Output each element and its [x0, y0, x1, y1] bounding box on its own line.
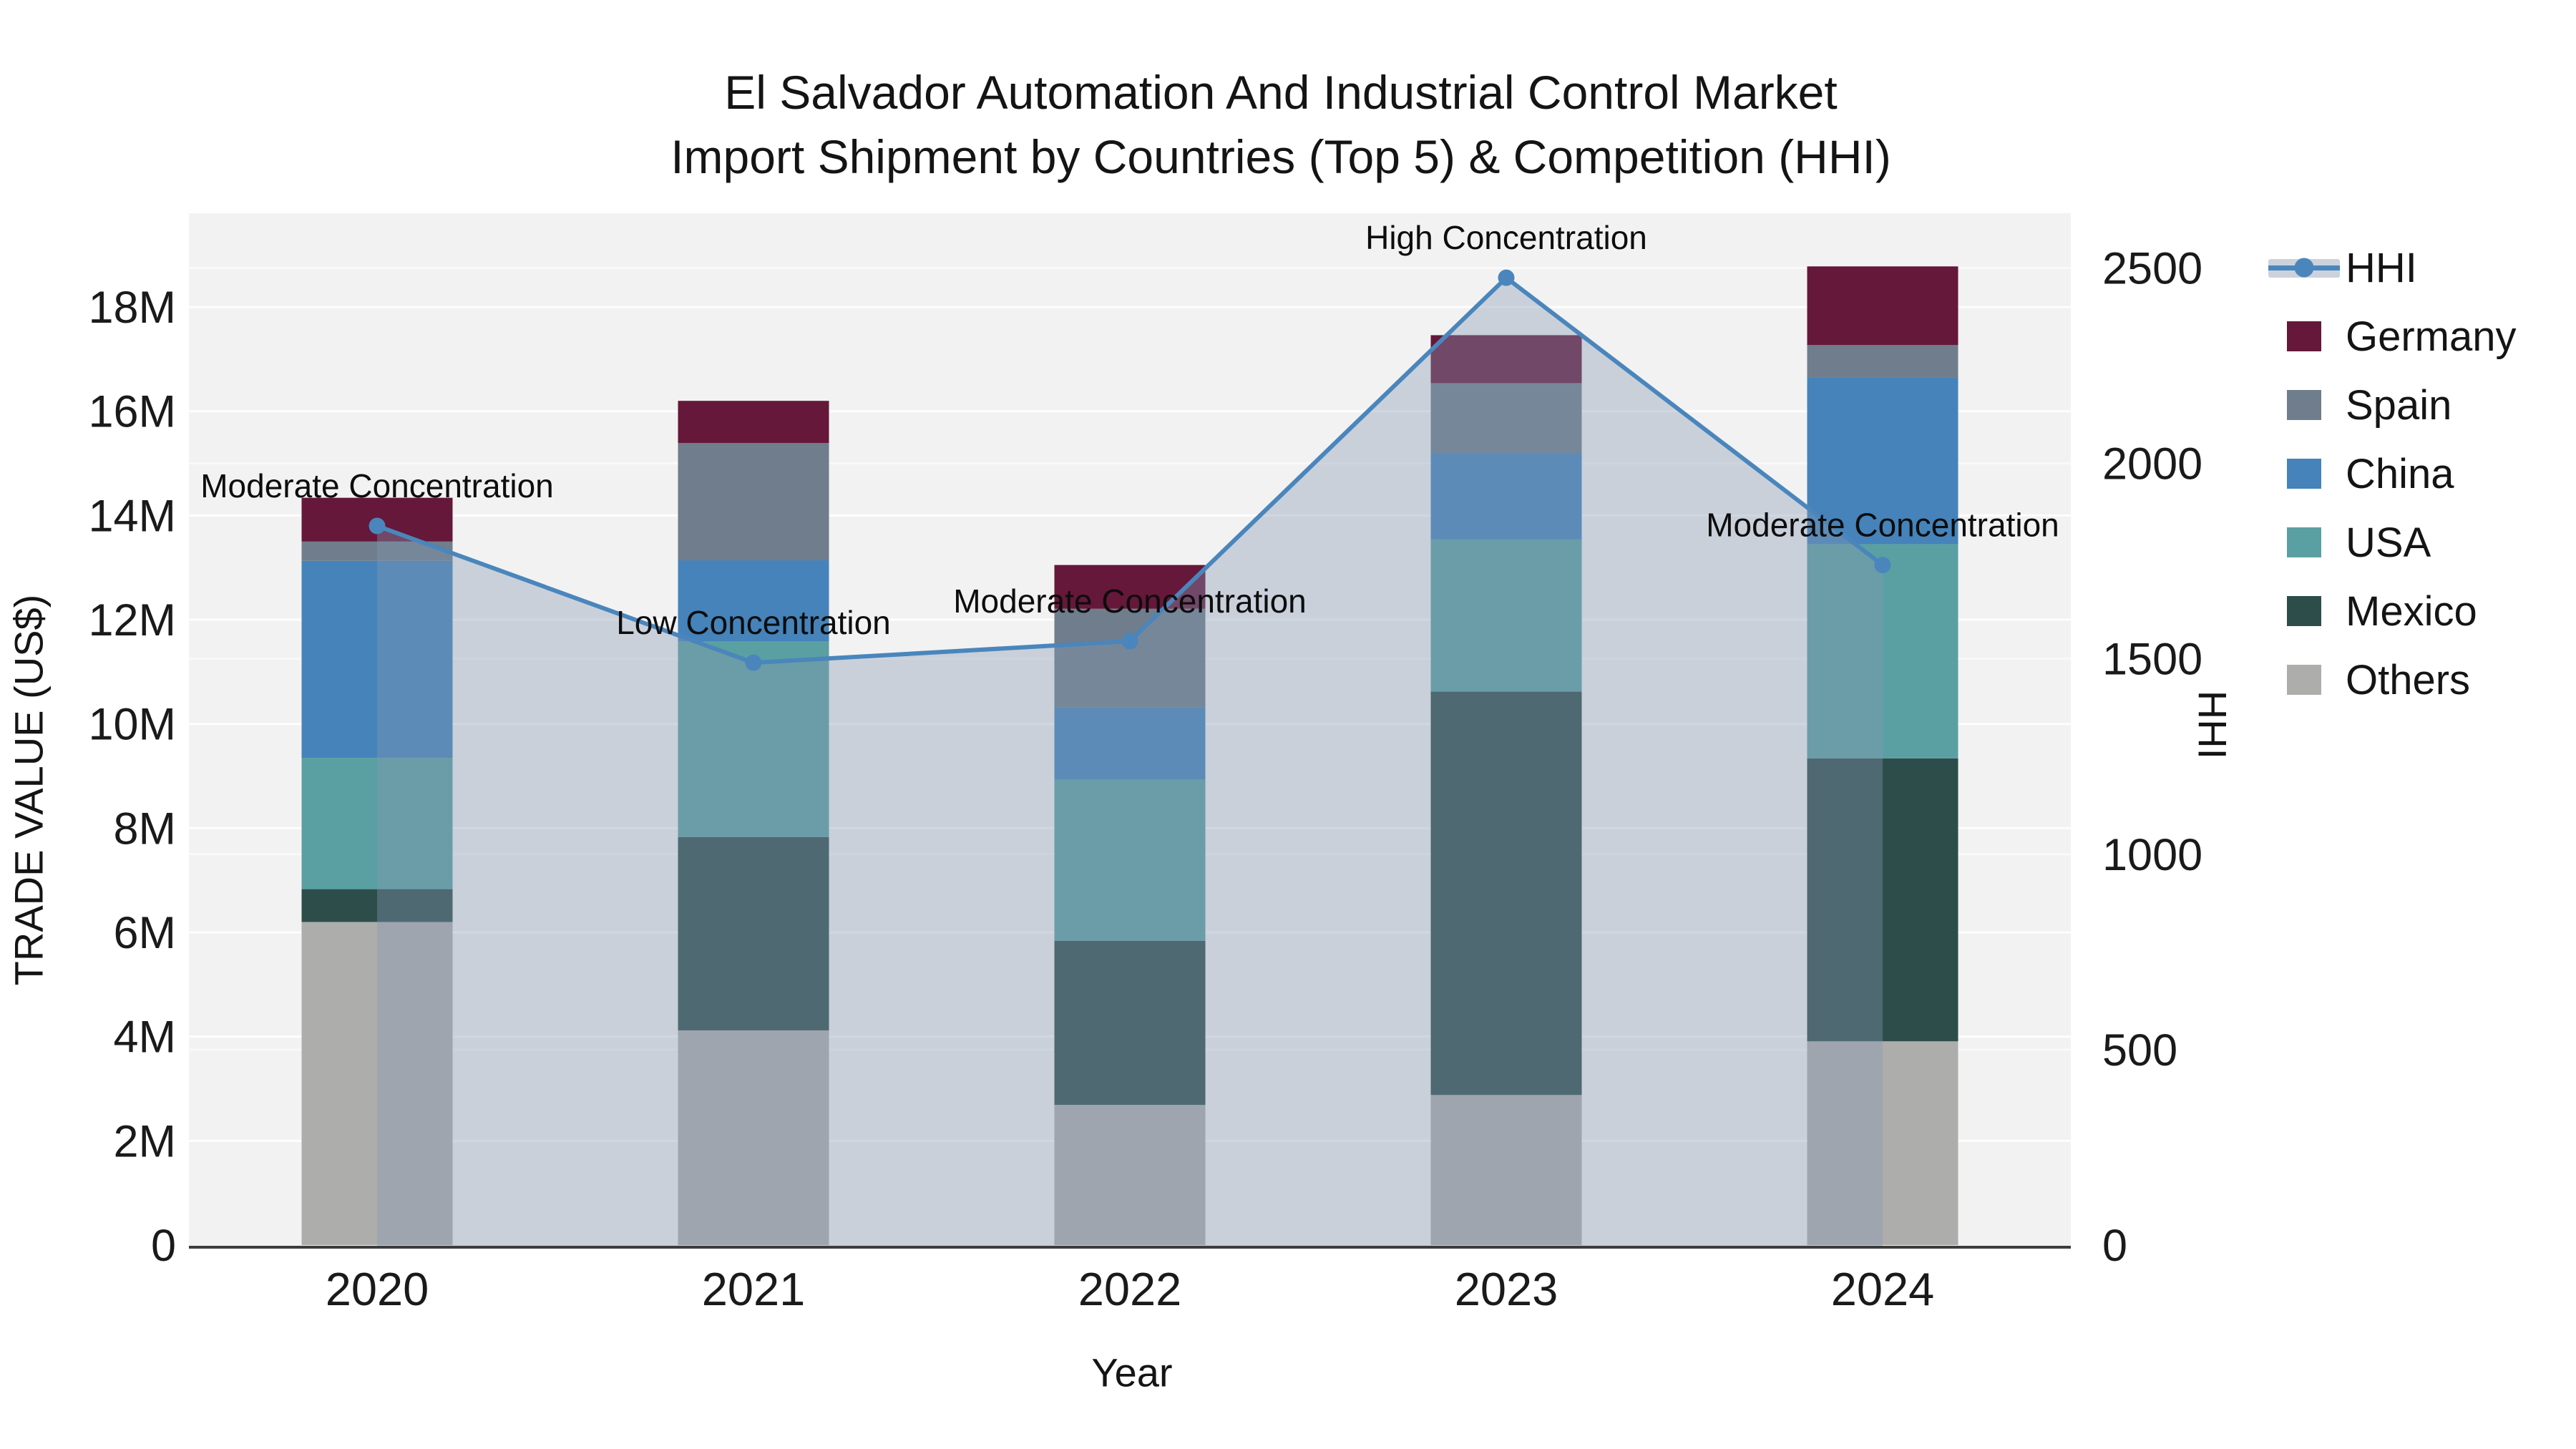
- hhi-marker-2024[interactable]: [1874, 557, 1891, 574]
- chart-title-line2: Import Shipment by Countries (Top 5) & C…: [670, 130, 1891, 183]
- y-tick-2M: 2M: [113, 1116, 176, 1166]
- annotation-2023: High Concentration: [1365, 219, 1647, 256]
- legend-item-others[interactable]: Others: [2267, 645, 2517, 714]
- color-swatch-icon: [2267, 459, 2341, 489]
- color-swatch-icon: [2267, 596, 2341, 626]
- y2-axis-title: HHI: [2190, 690, 2235, 760]
- bar-2024-germany[interactable]: [1807, 266, 1958, 346]
- bar-2020-usa[interactable]: [301, 758, 453, 889]
- chart-title-line1: El Salvador Automation And Industrial Co…: [724, 66, 1838, 119]
- bar-2023-others[interactable]: [1430, 1095, 1582, 1245]
- bar-2021-mexico[interactable]: [678, 836, 829, 1030]
- bar-2022-germany[interactable]: [1054, 565, 1206, 609]
- bar-2020-mexico[interactable]: [301, 889, 453, 922]
- hhi-area-fill: [377, 278, 1883, 1249]
- hhi-line-swatch-icon: [2267, 253, 2341, 282]
- bar-2023-germany[interactable]: [1430, 335, 1582, 384]
- legend-item-china[interactable]: China: [2267, 439, 2517, 508]
- x-tick-2020: 2020: [326, 1263, 429, 1315]
- bar-2023-spain[interactable]: [1430, 383, 1582, 454]
- y2-tick-500: 500: [2102, 1025, 2177, 1075]
- y-axis-title: TRADE VALUE (US$): [6, 594, 52, 986]
- bar-2022-mexico[interactable]: [1054, 940, 1206, 1106]
- legend-item-spain[interactable]: Spain: [2267, 371, 2517, 439]
- bar-2020-others[interactable]: [301, 922, 453, 1245]
- bar-2024-mexico[interactable]: [1807, 758, 1958, 1042]
- color-swatch-icon: [2267, 665, 2341, 695]
- bar-2021-spain[interactable]: [678, 443, 829, 561]
- y-tick-4M: 4M: [113, 1013, 176, 1063]
- y-tick-8M: 8M: [113, 804, 176, 854]
- bar-2021-germany[interactable]: [678, 401, 829, 444]
- bar-2024-spain[interactable]: [1807, 345, 1958, 378]
- bar-2022-usa[interactable]: [1054, 779, 1206, 941]
- color-swatch-icon: [2267, 390, 2341, 420]
- legend-label: Germany: [2346, 313, 2517, 360]
- bar-2024-china[interactable]: [1807, 377, 1958, 545]
- bar-2023-china[interactable]: [1430, 453, 1582, 540]
- bar-2024-usa[interactable]: [1807, 544, 1958, 758]
- y2-tick-1000: 1000: [2102, 830, 2202, 880]
- annotation-2020: Moderate Concentration: [200, 467, 554, 504]
- y-tick-6M: 6M: [113, 908, 176, 958]
- bar-2021-others[interactable]: [678, 1030, 829, 1245]
- y-tick-18M: 18M: [88, 283, 176, 333]
- hhi-marker-2021[interactable]: [745, 654, 762, 671]
- y-tick-10M: 10M: [88, 700, 176, 750]
- legend-label: HHI: [2346, 244, 2417, 291]
- x-tick-2023: 2023: [1455, 1263, 1558, 1315]
- legend: HHI Germany Spain China USA Mexico Others: [2267, 233, 2517, 714]
- hhi-marker-2023[interactable]: [1498, 269, 1515, 286]
- x-tick-2022: 2022: [1078, 1263, 1182, 1315]
- chart-title: El Salvador Automation And Industrial Co…: [670, 60, 1891, 189]
- annotation-2022: Moderate Concentration: [953, 582, 1307, 620]
- y2-tick-1500: 1500: [2102, 635, 2202, 685]
- bar-2020-china[interactable]: [301, 560, 453, 758]
- bar-2021-usa[interactable]: [678, 641, 829, 837]
- bar-2022-china[interactable]: [1054, 707, 1206, 780]
- y2-tick-2500: 2500: [2102, 243, 2202, 293]
- legend-label: USA: [2346, 519, 2431, 566]
- color-swatch-icon: [2267, 527, 2341, 557]
- legend-item-usa[interactable]: USA: [2267, 508, 2517, 577]
- bar-2022-others[interactable]: [1054, 1105, 1206, 1245]
- legend-label: China: [2346, 450, 2454, 497]
- hhi-marker-2022[interactable]: [1121, 633, 1138, 650]
- legend-label: Mexico: [2346, 587, 2477, 635]
- color-swatch-icon: [2267, 321, 2341, 351]
- x-tick-2024: 2024: [1831, 1263, 1935, 1315]
- legend-item-mexico[interactable]: Mexico: [2267, 577, 2517, 645]
- bar-2024-others[interactable]: [1807, 1041, 1958, 1245]
- y-tick-14M: 14M: [88, 491, 176, 541]
- legend-label: Spain: [2346, 381, 2452, 429]
- bar-2023-mexico[interactable]: [1430, 691, 1582, 1096]
- y2-tick-0: 0: [2102, 1221, 2127, 1271]
- y-tick-0: 0: [151, 1221, 176, 1271]
- y2-tick-2000: 2000: [2102, 439, 2202, 489]
- hhi-marker-2020[interactable]: [369, 517, 386, 535]
- x-axis-title: Year: [1091, 1350, 1173, 1395]
- y-tick-16M: 16M: [88, 387, 176, 437]
- y-tick-12M: 12M: [88, 595, 176, 645]
- annotation-2024: Moderate Concentration: [1706, 507, 2059, 544]
- legend-item-hhi[interactable]: HHI: [2267, 233, 2517, 302]
- bar-2022-spain[interactable]: [1054, 608, 1206, 708]
- annotation-2021: Low Concentration: [616, 604, 891, 641]
- x-tick-2021: 2021: [702, 1263, 806, 1315]
- legend-item-germany[interactable]: Germany: [2267, 302, 2517, 371]
- bar-2023-usa[interactable]: [1430, 539, 1582, 692]
- bar-2021-china[interactable]: [678, 560, 829, 642]
- legend-label: Others: [2346, 656, 2471, 703]
